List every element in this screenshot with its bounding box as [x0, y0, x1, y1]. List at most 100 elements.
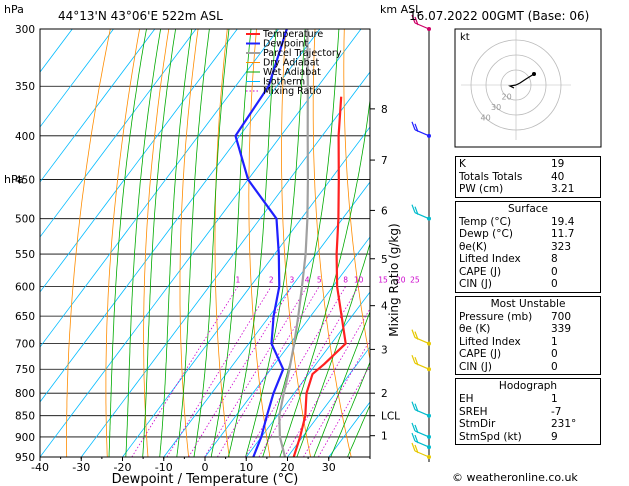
surface-label: Dewp (°C) [459, 228, 513, 240]
indices-table: K 19 Totals Totals 40 PW (cm) 3.21 Surface Te… [455, 156, 601, 448]
index-row: Totals Totals 40 [459, 171, 597, 184]
wind-barb [411, 14, 430, 30]
unstable-row: Pressure (mb) 700 [459, 311, 597, 324]
mixing-ratio-line [131, 286, 239, 457]
km-tick-label: 4 [381, 301, 388, 313]
pressure-tick-label: 450 [15, 175, 35, 187]
hpa-left-label: hPa [4, 173, 24, 186]
pressure-tick-label: 900 [15, 432, 35, 444]
series-parcel-trajectory [278, 29, 309, 457]
hodograph-stat-value: 1 [551, 393, 558, 405]
unstable-label: Pressure (mb) [459, 310, 533, 323]
dry-adiabat-line [605, 16, 629, 457]
wind-barb [411, 204, 430, 220]
unstable-label: Lifted Index [459, 335, 521, 348]
index-row: PW (cm) 3.21 [459, 183, 597, 196]
unstable-value: 700 [551, 310, 572, 323]
mixing-ratio-label: 20 [396, 275, 406, 284]
pressure-tick-label: 750 [15, 364, 35, 376]
km-tick-label: 5 [381, 254, 388, 266]
temp-tick-label: -30 [72, 461, 90, 474]
run-info: 16.07.2022 00GMT (Base: 06) [409, 9, 590, 23]
km-tick-label: 8 [381, 104, 388, 116]
hodograph-stat-value: 9 [551, 430, 558, 443]
hodograph-stat-row: StmSpd (kt) 9 [459, 431, 597, 444]
surface-value: 11.7 [551, 228, 575, 240]
unstable-title: Most Unstable [490, 297, 566, 310]
unstable-row: CAPE (J) 0 [459, 348, 597, 361]
hodograph-stat-row: EH 1 [459, 393, 597, 406]
wet-adiabat-line [227, 29, 277, 457]
isotherm-line [204, 236, 370, 457]
isotherm-line [287, 346, 370, 457]
unstable-box: Most Unstable Pressure (mb) 700 θe (K) 339 L… [455, 295, 601, 375]
unstable-value: 0 [551, 360, 558, 373]
wet-adiabat-line [176, 29, 210, 457]
km-tick-label: 2 [381, 388, 388, 400]
mixing-ratio-line [188, 286, 293, 457]
dry-adiabat-line [312, 29, 352, 457]
index-label: PW (cm) [459, 183, 504, 195]
isotherm-line [40, 29, 114, 128]
km-tick-label: 1 [381, 431, 388, 443]
dry-adiabat-line [143, 29, 170, 457]
dry-adiabat-line [214, 29, 230, 457]
series-temperature [292, 96, 347, 457]
isotherm-line [40, 29, 321, 403]
hodograph-stat-row: SREH -7 [459, 406, 597, 419]
surface-title: Surface [507, 202, 548, 215]
wind-column [411, 14, 431, 462]
indices-box: K 19 Totals Totals 40 PW (cm) 3.21 [455, 156, 601, 198]
surface-value: 0 [551, 265, 558, 278]
hpa-top-label: hPa [4, 3, 24, 16]
wind-barb [411, 432, 430, 448]
surface-box: Surface Temp (°C) 19.4 Dewp (°C) 11.7 θe(K) 3… [455, 200, 601, 293]
wind-barb [411, 442, 430, 458]
mixing-ratio-label: 25 [410, 275, 420, 284]
pressure-tick-label: 300 [15, 24, 35, 36]
dry-adiabat-line [248, 29, 271, 457]
unstable-value: 339 [551, 323, 572, 335]
hodograph-stat-label: StmDir [459, 418, 496, 430]
temperature-axis: -40 -30 -20 -10 0 10 20 30 [31, 457, 371, 474]
mixing-ratio-label: 4 [305, 275, 310, 284]
mixing-ratio-line [244, 286, 347, 457]
surface-label: Lifted Index [459, 253, 521, 265]
surface-label: θe(K) [459, 240, 487, 253]
mixing-ratio-line [166, 286, 272, 457]
background-lines [40, 16, 629, 457]
pressure-tick-label: 700 [15, 339, 35, 351]
temp-tick-label: -20 [114, 461, 132, 474]
index-label: K [459, 158, 466, 170]
unstable-label: CAPE (J) [459, 348, 502, 360]
mixing-ratio-label: 15 [378, 275, 388, 284]
hodograph-stat-value: -7 [551, 405, 562, 418]
pressure-tick-label: 850 [15, 411, 35, 423]
isotherm-line [245, 291, 370, 457]
wet-adiabat-line [330, 361, 370, 457]
temp-tick-label: -10 [155, 461, 173, 474]
wet-adiabat-line [279, 96, 370, 457]
hodograph-stat-row: StmDir 231° [459, 418, 597, 431]
wet-adiabat-line [193, 29, 230, 457]
pressure-tick-label: 600 [15, 281, 35, 293]
dry-adiabat-line [66, 29, 111, 457]
profiles [234, 29, 347, 457]
wind-barb [411, 401, 430, 417]
wet-adiabat-line [108, 29, 147, 457]
pressure-tick-label: 800 [15, 388, 35, 400]
legend-entry: Dry Adiabat [263, 58, 320, 69]
km-tick-label: LCL [381, 411, 400, 423]
unstable-label: CIN (J) [459, 360, 492, 373]
wet-adiabat-line [125, 29, 162, 457]
surface-value: 8 [551, 253, 558, 265]
unstable-row: CIN (J) 0 [459, 361, 597, 374]
hodograph-ring-label: 20 [502, 93, 512, 102]
mixing-ratio-label: 10 [354, 275, 364, 284]
wind-barb [411, 121, 430, 137]
mixing-ratio-line [204, 286, 308, 457]
station-info: 44°13'N 43°06'E 522m ASL [58, 9, 223, 23]
